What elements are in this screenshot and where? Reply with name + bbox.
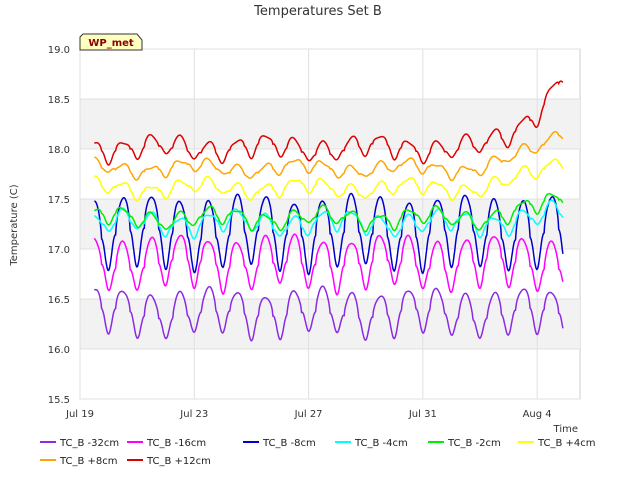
y-tick-label: 17.5 — [48, 195, 70, 206]
y-tick-label: 16.0 — [48, 345, 70, 356]
series-line — [94, 130, 564, 182]
plot-background — [79, 48, 581, 400]
series-lines — [93, 80, 564, 342]
legend-entry: TC_B +4cm — [537, 438, 596, 449]
x-tick-labels: Jul 19 Jul 23 Jul 27 Jul 31 Aug 4 — [65, 409, 552, 420]
y-tick-label: 19.0 — [48, 45, 70, 56]
series-line — [94, 192, 564, 276]
station-badge-label: WP_met — [88, 38, 134, 49]
y-tick-label: 18.0 — [48, 145, 70, 156]
series-line — [93, 285, 564, 342]
y-tick-label: 15.5 — [48, 395, 70, 406]
y-tick-label: 16.5 — [48, 295, 70, 306]
x-axis-label: Time — [553, 424, 578, 435]
y-tick-label: 18.5 — [48, 95, 70, 106]
chart-title: Temperatures Set B — [253, 4, 382, 19]
x-tick-label: Jul 23 — [179, 409, 208, 420]
legend-entry: TC_B -4cm — [354, 438, 408, 449]
legend: TC_B -32cm TC_B +8cm TC_B -16cm TC_B +12cm T… — [40, 438, 596, 467]
legend-entry: TC_B -2cm — [447, 438, 501, 449]
x-tick-label: Jul 31 — [408, 409, 437, 420]
plot-band — [80, 99, 580, 149]
x-tick-label: Aug 4 — [523, 409, 552, 420]
y-axis-label: Temperature (C) — [9, 184, 20, 266]
series-line — [93, 158, 564, 202]
legend-entry: TC_B -16cm — [146, 438, 206, 449]
legend-entry: TC_B +8cm — [59, 456, 118, 467]
series-line — [93, 233, 564, 296]
x-tick-label: Jul 19 — [65, 409, 94, 420]
series-line — [94, 192, 564, 233]
y-tick-label: 17.0 — [48, 245, 70, 256]
legend-entry: TC_B +12cm — [146, 456, 211, 467]
x-tick-label: Jul 27 — [294, 409, 323, 420]
legend-entry: TC_B -32cm — [59, 438, 119, 449]
station-badge: WP_met — [79, 33, 143, 51]
legend-entry: TC_B -8cm — [262, 438, 316, 449]
y-tick-labels: 15.5 16.0 16.5 17.0 17.5 18.0 18.5 19.0 — [48, 45, 70, 406]
series-line — [94, 80, 564, 166]
